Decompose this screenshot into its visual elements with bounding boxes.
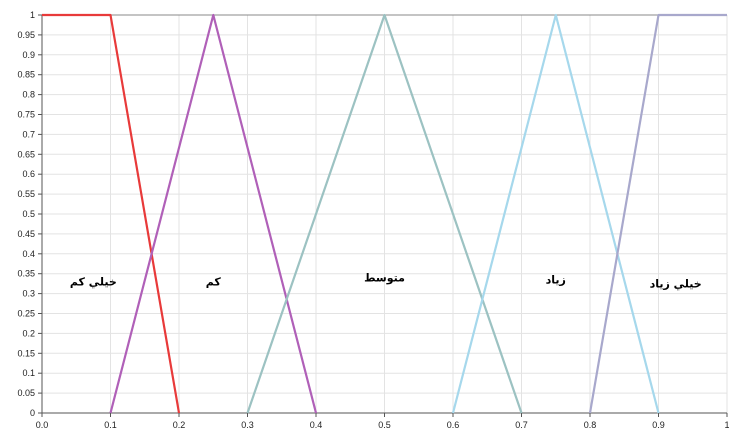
y-tick-label: 1 — [30, 10, 35, 20]
set-label: متوسط — [364, 272, 405, 285]
set-label: خيلي زياد — [650, 278, 702, 291]
series-line — [588, 13, 727, 414]
set-label: كم — [206, 276, 222, 289]
series-line — [246, 13, 523, 414]
x-axis-ticks: 0.0 0.1 0.2 0.3 0.4 0.5 0.6 0.7 0.8 0.9 1 — [36, 413, 729, 430]
grid — [41, 14, 728, 414]
y-tick-label: 0 — [30, 408, 35, 418]
y-tick-label: 0.95 — [17, 30, 35, 40]
series-line — [42, 13, 181, 414]
y-tick-label: 0.5 — [22, 209, 35, 219]
x-tick-label: 0.0 — [36, 420, 49, 430]
y-tick-label: 0.55 — [17, 189, 35, 199]
set-label: زياد — [546, 274, 566, 287]
x-tick-label: 0.5 — [378, 420, 391, 430]
y-axis-ticks: 0 0.05 0.1 0.15 0.2 0.25 0.3 0.35 0.4 0.45 0.5 0.55… — [17, 10, 42, 418]
y-tick-label: 0.2 — [22, 328, 35, 338]
x-tick-label: 0.6 — [447, 420, 460, 430]
y-tick-label: 0.25 — [17, 309, 35, 319]
set-label: خيلي كم — [70, 276, 117, 289]
y-tick-label: 0.05 — [17, 388, 35, 398]
y-tick-label: 0.3 — [22, 289, 35, 299]
y-tick-label: 0.1 — [22, 368, 35, 378]
y-tick-label: 0.85 — [17, 70, 35, 80]
x-tick-label: 0.2 — [173, 420, 186, 430]
series-line — [451, 13, 660, 414]
y-tick-label: 0.65 — [17, 149, 35, 159]
x-tick-label: 0.8 — [584, 420, 597, 430]
x-tick-label: 0.4 — [310, 420, 323, 430]
series-lines — [42, 13, 727, 414]
y-tick-label: 0.4 — [22, 249, 35, 259]
y-tick-label: 0.6 — [22, 169, 35, 179]
y-tick-label: 0.75 — [17, 110, 35, 120]
set-labels: خيلي كم كم متوسط زياد خيلي زياد — [70, 272, 702, 291]
x-tick-label: 0.3 — [241, 420, 254, 430]
y-tick-label: 0.35 — [17, 269, 35, 279]
x-tick-label: 0.1 — [104, 420, 117, 430]
y-tick-label: 0.7 — [22, 129, 35, 139]
x-tick-label: 0.7 — [515, 420, 528, 430]
x-tick-label: 0.9 — [652, 420, 665, 430]
y-tick-label: 0.45 — [17, 229, 35, 239]
x-tick-label: 1 — [724, 420, 729, 430]
y-tick-label: 0.15 — [17, 348, 35, 358]
y-tick-label: 0.8 — [22, 90, 35, 100]
y-tick-label: 0.9 — [22, 50, 35, 60]
series-line — [109, 13, 318, 414]
